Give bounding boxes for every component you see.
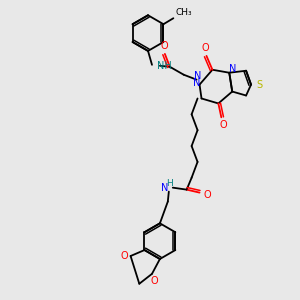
Text: N: N [193,78,200,88]
Text: O: O [220,120,227,130]
Text: N: N [194,71,201,81]
Text: N: N [161,183,169,193]
Text: O: O [150,276,158,286]
Text: H: H [167,179,173,188]
Text: O: O [202,43,209,53]
Text: N: N [229,64,236,74]
Text: NH: NH [157,61,172,71]
Text: S: S [256,80,262,90]
Text: O: O [121,251,128,261]
Text: O: O [160,41,168,51]
Text: O: O [204,190,211,200]
Text: CH₃: CH₃ [176,8,192,17]
